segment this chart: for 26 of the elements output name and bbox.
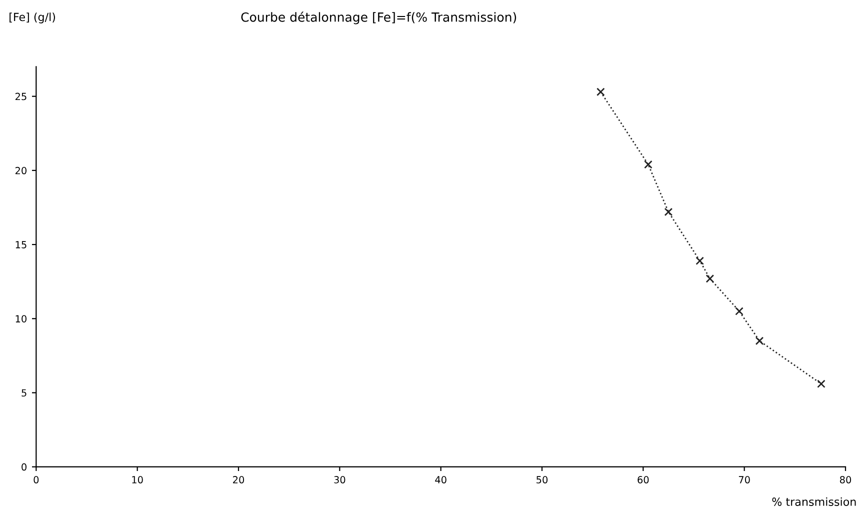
point: [735, 307, 744, 316]
x-tick-label: 20: [233, 476, 244, 484]
x-axis-title: % transmission: [772, 497, 856, 506]
x-tick-label: 60: [638, 476, 649, 484]
y-axis-title: [Fe] (g/l): [10, 12, 56, 24]
y-tick-label: 10: [16, 315, 26, 322]
point: [644, 160, 652, 169]
x-tick-label: 70: [738, 476, 750, 484]
y-tick-label: 15: [16, 241, 26, 248]
x-tick-label: 40: [435, 476, 446, 484]
point: [755, 336, 764, 346]
y-tick-label: 25: [15, 92, 26, 100]
point: [596, 88, 605, 96]
x-tick-label: 30: [334, 476, 346, 484]
x-tick-label: 10: [132, 476, 143, 484]
chart-title: Courbe détalonnage [Fe]=f(% Transmission): [241, 12, 516, 24]
x-tick-label: 0: [34, 476, 39, 484]
point: [696, 256, 704, 265]
y-tick-label: 0: [22, 463, 26, 471]
y-tick-label: 20: [15, 166, 26, 174]
x-tick-label: 80: [840, 476, 852, 484]
point: [664, 208, 673, 216]
point: [706, 274, 714, 283]
y-tick-label: 5: [22, 389, 26, 397]
point: [817, 380, 826, 388]
x-tick-label: 50: [536, 476, 548, 484]
